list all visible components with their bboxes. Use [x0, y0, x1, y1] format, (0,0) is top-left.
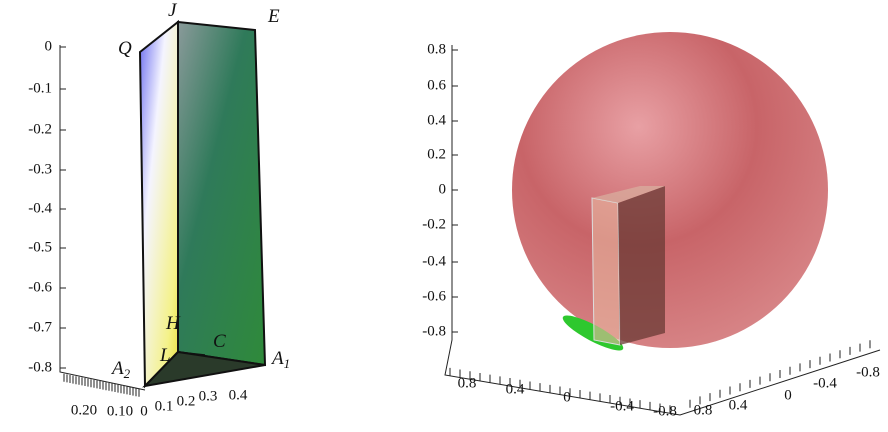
y-tick-label: 0.8 [694, 402, 713, 418]
sphere [512, 32, 828, 348]
z-tick-label: -0.8 [28, 359, 52, 375]
z-tick-label: -0.2 [28, 121, 52, 137]
y-tick-label: -0.4 [813, 375, 837, 391]
point-label: C [213, 331, 226, 352]
z-tick-label: 0.8 [427, 41, 446, 57]
point-name: Q [118, 38, 132, 59]
point-label: A1 [270, 348, 290, 371]
x-tick-label: -0.8 [653, 403, 677, 419]
z-tick-label: 0.6 [427, 77, 446, 93]
x-tick-label: 0.8 [458, 375, 477, 391]
point-name: J [168, 0, 178, 21]
z-tick-label: -0.1 [28, 80, 52, 96]
x-tick-label: 0.2 [177, 393, 196, 409]
axes [444, 45, 881, 416]
z-tick-label: -0.6 [422, 288, 446, 304]
prism-base [142, 350, 266, 388]
box-top [592, 186, 665, 203]
point-name: A [110, 358, 124, 379]
x-tick-label: -0.4 [610, 398, 634, 414]
x-tick-label: 0.1 [155, 398, 174, 414]
point-name: E [267, 6, 280, 27]
x-tick-label: 0.20 [71, 402, 97, 418]
x-tick-label: 0.4 [229, 387, 248, 403]
point-name: C [213, 331, 226, 352]
point-label: E [267, 6, 280, 27]
z-tick-label: 0 [45, 38, 53, 54]
point-label: A2 [110, 358, 131, 381]
edge [177, 351, 206, 356]
point-name: H [165, 313, 181, 334]
y-tick-label: 0 [784, 387, 792, 403]
x-tick-label: 0 [140, 403, 148, 419]
point-subscript: 2 [124, 366, 131, 381]
point-label: Q [118, 38, 132, 59]
z-tick-label: -0.6 [28, 279, 52, 295]
z-tick-label: 0 [439, 181, 447, 197]
z-tick-label: 0.4 [427, 112, 446, 128]
point-subscript: 1 [284, 356, 291, 371]
z-tick-label: -0.4 [422, 253, 446, 269]
z-tick-label: -0.5 [28, 239, 52, 255]
point-label: H [165, 313, 181, 334]
x-tick-label: 0.10 [107, 403, 133, 419]
z-tick-label: -0.7 [28, 319, 52, 335]
axes [59, 45, 146, 391]
right-plot: 0.8 0.6 0.4 0.2 0 -0.2 -0.4 -0.6 -0.8 0.8 0.4 0 -0.4… [422, 32, 881, 419]
z-tick-label: 0.2 [427, 146, 446, 162]
point-name: L [159, 345, 171, 366]
z-tick-label: -0.4 [28, 200, 52, 216]
point-label: L [159, 345, 171, 366]
x-tick-label: 0.4 [506, 381, 525, 397]
y-tick-label: 0.4 [729, 397, 748, 413]
z-tick-label: -0.3 [28, 161, 52, 177]
point-name: A [270, 348, 284, 369]
z-tick-label: -0.8 [422, 323, 446, 339]
z-tick-label: -0.2 [422, 216, 446, 232]
prism-face [177, 20, 267, 367]
y-tick-label: -0.8 [856, 364, 880, 380]
box-face [591, 197, 621, 346]
x-tick-label: 0 [563, 389, 571, 405]
x-tick-label: 0.3 [199, 388, 218, 404]
box-face [618, 186, 665, 345]
left-plot: 0-0.1-0.2-0.3-0.4-0.5-0.6-0.7-0.80.20 0.1… [28, 0, 290, 419]
point-label: J [168, 0, 178, 21]
